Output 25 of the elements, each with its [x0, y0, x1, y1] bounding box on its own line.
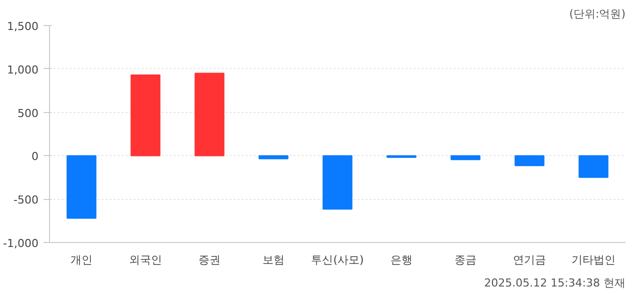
x-tick-label: 외국인 — [129, 254, 162, 266]
text: (단위:억원) — [569, 8, 626, 20]
y-tick-label: 1,500 — [7, 20, 39, 33]
bar — [258, 155, 288, 160]
x-tick-label: 개인 — [70, 254, 92, 266]
y-tick-label: -1,000 — [3, 237, 39, 250]
bar — [450, 155, 480, 160]
x-tick-label: 투신(사모) — [311, 254, 364, 266]
bar — [578, 155, 608, 178]
x-tick-label: 기타법인 — [572, 254, 616, 266]
x-tick-label: 은행 — [390, 254, 412, 266]
y-tick-label: 0 — [32, 150, 38, 164]
bar — [130, 74, 160, 156]
y-tick-label: -500 — [14, 194, 39, 207]
bar — [194, 72, 224, 156]
y-tick-label: 1,000 — [7, 63, 39, 76]
bar — [322, 155, 352, 210]
text: 2025.05.12 15:34:38 현재 — [484, 276, 626, 290]
y-tick-label: 500 — [18, 106, 39, 120]
x-tick-label: 보험 — [262, 254, 284, 266]
x-tick-label: 종금 — [454, 254, 476, 266]
x-tick-label: 증권 — [198, 254, 220, 266]
bar — [514, 155, 544, 166]
x-tick-label: 연기금 — [513, 254, 546, 266]
bar — [66, 155, 96, 219]
